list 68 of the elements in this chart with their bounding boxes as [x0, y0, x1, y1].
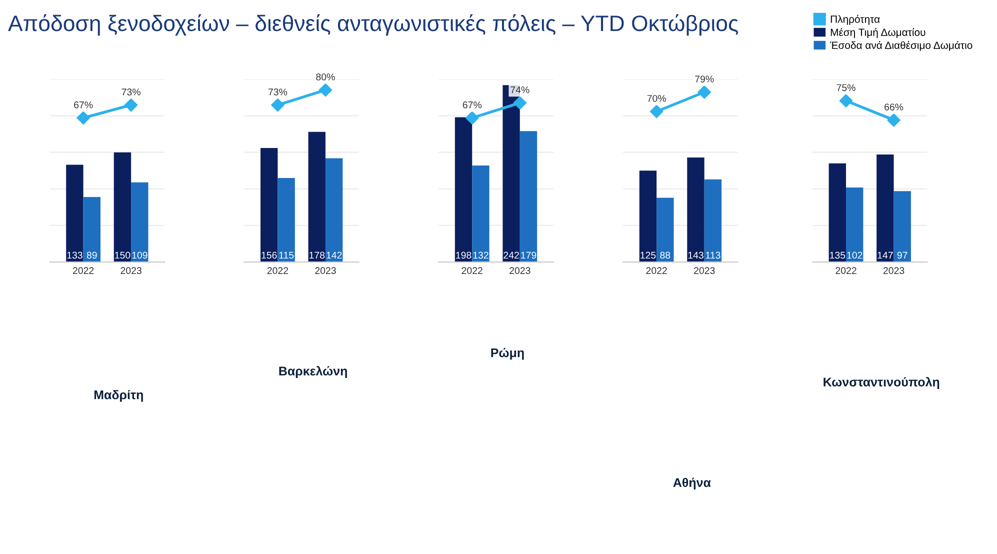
data-label: 178	[310, 252, 325, 259]
legend-label: Έσοδα ανά Διαθέσιμο Δωμάτιο	[830, 41, 972, 51]
bar	[114, 152, 132, 262]
text: Κωνσταντινούπολη	[824, 376, 940, 389]
data-label: 97	[897, 252, 908, 259]
legend-label: Πληρότητα	[830, 14, 880, 25]
bar	[894, 191, 911, 262]
data-label: 89	[86, 252, 97, 259]
data-label: 133	[67, 252, 82, 259]
text: Μαδρίτη	[94, 390, 143, 402]
bar	[454, 117, 472, 262]
bar	[704, 179, 722, 262]
bar	[278, 178, 295, 262]
x-tick-label: 2023	[315, 267, 336, 274]
bar	[325, 158, 343, 262]
data-label: 70%	[647, 94, 666, 102]
data-label: 147	[878, 252, 893, 259]
data-label: 242	[504, 252, 519, 259]
bar	[828, 163, 846, 262]
data-label: 150	[115, 252, 130, 259]
data-label: 113	[706, 252, 720, 259]
data-label: 156	[262, 252, 277, 259]
text: Ρώμη	[491, 348, 524, 360]
data-label: 66%	[884, 104, 904, 110]
data-label: 80%	[316, 73, 335, 80]
data-label: 102	[847, 252, 862, 259]
bar	[687, 157, 704, 262]
bar	[83, 196, 100, 262]
x-tick-label: 2023	[510, 267, 530, 274]
x-tick-label: 2022	[836, 267, 856, 274]
x-tick-label: 2023	[694, 267, 715, 274]
bar	[876, 154, 894, 262]
data-label: 67%	[74, 101, 93, 108]
data-label: 198	[456, 252, 472, 259]
bar	[520, 131, 538, 262]
bar	[472, 166, 490, 262]
x-tick-label: 2022	[462, 267, 482, 274]
data-label: 73%	[122, 88, 140, 96]
data-label: 142	[326, 252, 342, 259]
text: Απόδοση ξενοδοχείων – διεθνείς ανταγωνιστικές πόλεις – YTD Οκτώβριος	[8, 14, 738, 36]
data-label: 125	[640, 252, 656, 259]
bar	[66, 164, 84, 262]
bar	[308, 132, 326, 262]
legend-label: Μέση Τιμή Δωματίου	[830, 28, 926, 38]
x-tick-label: 2023	[120, 267, 142, 274]
bar	[639, 170, 657, 262]
data-label: 67%	[462, 101, 482, 108]
bar	[260, 148, 278, 262]
bar	[656, 198, 674, 262]
text: Αθήνα	[673, 478, 711, 490]
data-label: 135	[830, 252, 846, 259]
data-label: 179	[521, 252, 536, 259]
text: Βαρκελώνη	[279, 366, 347, 378]
data-label: 109	[132, 252, 148, 259]
data-label: 75%	[836, 84, 856, 92]
data-label: 79%	[695, 76, 714, 82]
data-label: 88	[660, 252, 670, 259]
x-tick-label: 2022	[72, 267, 94, 274]
x-tick-label: 2022	[267, 267, 288, 274]
data-label: 132	[473, 252, 488, 259]
data-label: 115	[279, 252, 294, 259]
x-tick-label: 2022	[646, 267, 667, 274]
data-label: 74%	[510, 86, 530, 94]
data-label: 143	[688, 252, 704, 259]
bar	[846, 187, 864, 262]
bar	[131, 182, 148, 262]
x-tick-label: 2023	[883, 267, 904, 274]
data-label: 73%	[268, 88, 288, 96]
